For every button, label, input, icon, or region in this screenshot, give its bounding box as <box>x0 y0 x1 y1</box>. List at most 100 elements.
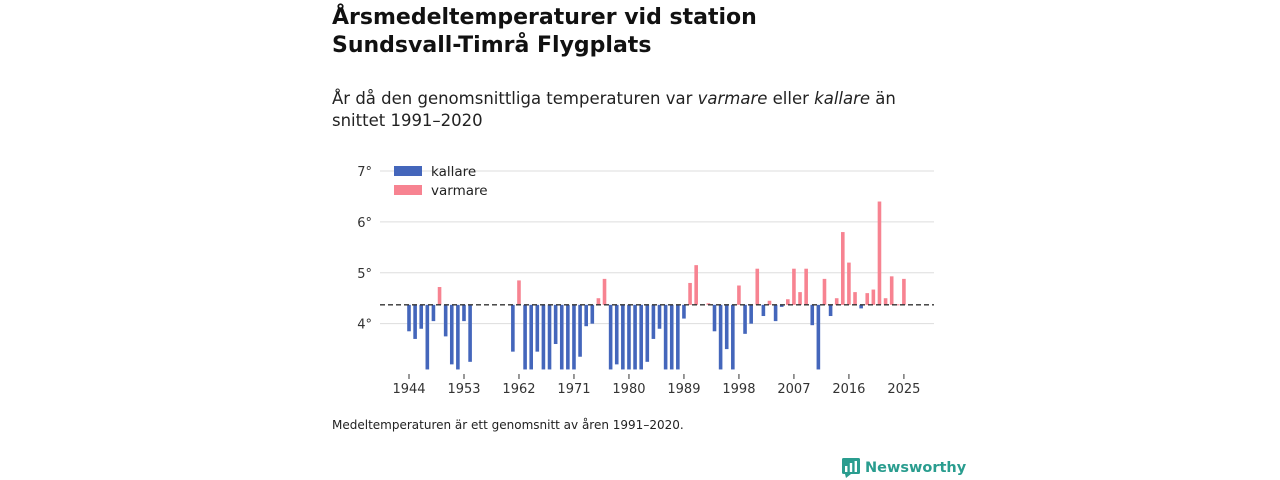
bar-cold <box>529 304 533 370</box>
bar-warm <box>602 278 607 305</box>
bar-warm <box>871 289 876 305</box>
bar-cold <box>614 304 619 365</box>
bar-warm <box>596 298 601 305</box>
bar-cold <box>584 304 588 327</box>
chart-title: Årsmedeltemperaturer vid station Sundsva… <box>332 4 952 60</box>
bar-cold <box>572 304 576 370</box>
bar-warm <box>786 299 790 305</box>
x-tick-label: 1944 <box>392 382 425 397</box>
bar-cold <box>566 304 570 370</box>
bar-warm <box>798 292 802 305</box>
bar-warm <box>877 201 882 305</box>
bar-cold <box>425 304 430 370</box>
bar-warm <box>694 265 698 305</box>
x-tick-label: 1998 <box>722 382 755 397</box>
x-tick-label: 1953 <box>447 382 480 397</box>
bar-cold <box>657 304 662 329</box>
bar-cold <box>511 304 515 352</box>
bar-cold <box>449 304 454 365</box>
bar-warm <box>841 232 845 305</box>
subtitle-cold: kallare <box>814 89 871 108</box>
bar-cold <box>749 304 753 324</box>
bar-cold <box>761 304 766 317</box>
bar-warm <box>822 278 827 305</box>
bar-cold <box>627 304 631 370</box>
subtitle-warm: varmare <box>697 89 768 108</box>
bar-warm <box>767 300 772 305</box>
bar-cold <box>462 304 466 322</box>
bar-warm <box>804 268 808 305</box>
bar-cold <box>590 304 595 324</box>
bar-cold <box>535 304 540 352</box>
bar-cold <box>663 304 668 370</box>
bar-warm <box>737 285 741 305</box>
bar-cold <box>456 304 460 370</box>
footnote: Medeltemperaturen är ett genomsnitt av å… <box>332 418 684 432</box>
title-line-2: Sundsvall-Timrå Flygplats <box>332 33 652 58</box>
x-tick-label: 2016 <box>832 382 865 397</box>
bar-warm <box>896 304 900 306</box>
y-tick-label: 4° <box>357 318 372 333</box>
bar-cold <box>468 304 472 362</box>
bar-cold <box>651 304 656 339</box>
bar-warm <box>437 287 442 305</box>
x-tick-label: 1980 <box>612 382 645 397</box>
x-tick-label: 2025 <box>887 382 920 397</box>
bar-cold <box>547 304 552 370</box>
bar-cold <box>669 304 674 370</box>
title-line-1: Årsmedeltemperaturer vid station <box>332 5 757 30</box>
bar-cold <box>810 304 815 326</box>
newsworthy-logo-icon <box>842 458 860 478</box>
bar-cold <box>743 304 747 334</box>
y-tick-label: 7° <box>357 165 372 180</box>
bar-warm <box>834 298 839 305</box>
bar-warm <box>883 298 888 305</box>
bar-cold <box>621 304 625 370</box>
x-tick-label: 1989 <box>667 382 700 397</box>
bar-cold <box>553 304 558 345</box>
newsworthy-brand[interactable]: Newsworthy <box>842 457 966 479</box>
bar-warm <box>517 280 521 305</box>
bar-warm <box>865 293 870 305</box>
subtitle-mid: eller <box>767 89 815 108</box>
bar-cold <box>731 304 735 370</box>
bar-warm <box>792 268 796 305</box>
chart-subtitle: År då den genomsnittliga temperaturen va… <box>332 88 932 132</box>
bar-cold <box>859 304 863 309</box>
bar-cold <box>413 304 417 339</box>
temperature-bar-chart: 4° 5° 6° 7° 1944 1953 1962 1971 1980 1989 1998 2007… <box>357 164 934 397</box>
bar-warm <box>902 278 906 305</box>
bar-warm <box>847 262 851 305</box>
bar-cold <box>541 304 546 370</box>
bar-cold <box>639 304 643 370</box>
bar-cold <box>578 304 582 357</box>
bar-cold <box>828 304 833 317</box>
bar-cold <box>431 304 436 322</box>
y-tick-label: 5° <box>357 267 372 282</box>
x-tick-label: 2007 <box>777 382 810 397</box>
x-tick-label: 1971 <box>557 382 590 397</box>
bar-cold <box>816 304 821 370</box>
legend-label-cold: kallare <box>431 164 476 180</box>
bar-cold <box>419 304 424 329</box>
bar-cold <box>523 304 527 370</box>
bar-cold <box>645 304 650 362</box>
bar-warm <box>688 282 692 305</box>
bar-cold <box>443 304 448 337</box>
y-tick-label: 6° <box>357 216 372 231</box>
bar-cold <box>724 304 729 350</box>
bar-cold <box>718 304 723 370</box>
x-tick-label: 1962 <box>502 382 535 397</box>
subtitle-post: än snittet 1991–2020 <box>332 89 896 130</box>
bar-cold <box>608 304 613 370</box>
bar-warm <box>853 292 857 305</box>
bar-warm <box>889 276 894 305</box>
bar-cold <box>682 304 686 319</box>
brand-name: Newsworthy <box>865 460 967 476</box>
legend-swatch-warm <box>394 185 422 195</box>
bar-cold <box>676 304 680 370</box>
bar-cold <box>712 304 717 332</box>
bar-cold <box>773 304 778 322</box>
bar-cold <box>633 304 637 370</box>
bar-cold <box>407 304 411 332</box>
